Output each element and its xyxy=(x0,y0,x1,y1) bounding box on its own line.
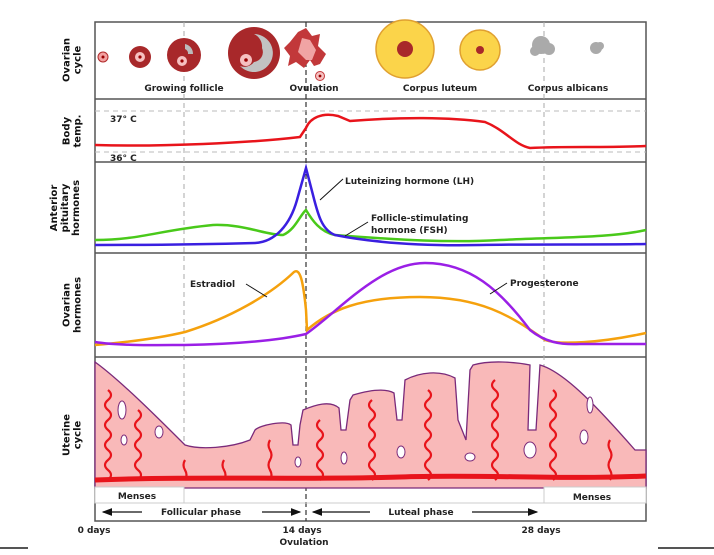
luteal-phase-label: Luteal phase xyxy=(388,508,453,518)
ovulation-icon xyxy=(284,28,326,81)
label-corpus-luteum: Corpus luteum xyxy=(403,84,477,94)
panel-label-uterine-cycle: Uterinecycle xyxy=(62,414,84,456)
spiral-artery xyxy=(315,419,325,481)
endometrium xyxy=(94,360,647,489)
label-line: temp. xyxy=(73,115,84,148)
label-line: cycle xyxy=(73,45,84,74)
spiral-artery xyxy=(490,379,500,481)
spiral-artery xyxy=(367,399,377,481)
label-line: Ovarian xyxy=(62,38,73,82)
spiral-arteries xyxy=(103,379,613,481)
ovulation-day-label: Ovulation xyxy=(279,538,328,548)
lh-leader-line xyxy=(319,178,344,201)
temperature-reference-lines xyxy=(95,110,646,153)
estradiol-label: Estradiol xyxy=(190,280,235,290)
growing-follicle-icons xyxy=(97,27,280,79)
follicular-phase-label: Follicular phase xyxy=(161,508,241,518)
label-line: cycle xyxy=(73,420,84,449)
label-growing-follicle: Growing follicle xyxy=(144,84,223,94)
label-line: Anterior xyxy=(49,185,60,232)
label-corpus-albicans: Corpus albicans xyxy=(528,84,608,94)
panel-label-body-temp: Bodytemp. xyxy=(62,115,84,148)
label-line: Body xyxy=(62,116,73,145)
corpus-luteum-icons xyxy=(375,19,501,79)
body-temperature-curve xyxy=(94,113,647,150)
day-0-label: 0 days xyxy=(78,526,111,536)
spiral-artery xyxy=(423,389,433,481)
panel-label-anterior-pituitary: Anteriorpituitaryhormones xyxy=(49,180,82,236)
estradiol-leader-line xyxy=(245,283,268,298)
gland-openings xyxy=(117,396,594,468)
day-14-label: 14 days xyxy=(282,526,321,536)
spiral-artery xyxy=(103,389,113,481)
fsh-label-line1: Follicle-stimulating xyxy=(371,214,468,224)
progesterone-leader-line xyxy=(489,282,508,295)
spiral-artery xyxy=(607,439,613,481)
temp-36-label: 36° C xyxy=(110,154,137,164)
label-line: hormones xyxy=(73,277,84,333)
fsh-leader-line xyxy=(344,221,369,237)
progesterone-curve xyxy=(94,261,646,347)
menses-label-left: Menses xyxy=(118,492,156,502)
lh-curve xyxy=(94,163,647,247)
panel-dividers xyxy=(95,98,646,358)
day-28-label: 28 days xyxy=(521,526,560,536)
basal-layer xyxy=(94,473,647,483)
label-line: pituitary xyxy=(60,183,71,232)
menses-label-right: Menses xyxy=(573,493,611,503)
temp-37-label: 37° C xyxy=(110,115,137,125)
spiral-artery xyxy=(548,389,558,481)
corpus-albicans-icons xyxy=(530,36,604,56)
progesterone-label: Progesterone xyxy=(510,279,579,289)
fsh-label-line2: hormone (FSH) xyxy=(371,226,448,236)
spiral-artery xyxy=(267,439,273,481)
label-ovulation: Ovulation xyxy=(289,84,338,94)
panel-label-ovarian-cycle: Ovariancycle xyxy=(62,38,84,82)
label-line: Uterine xyxy=(62,414,73,456)
label-line: Ovarian xyxy=(62,283,73,327)
fsh-curve xyxy=(94,208,647,243)
diagram-frame xyxy=(94,21,647,522)
lh-label: Luteinizing hormone (LH) xyxy=(345,177,474,187)
panel-label-ovarian-hormones: Ovarianhormones xyxy=(62,277,84,333)
spiral-artery xyxy=(133,409,143,481)
label-line: hormones xyxy=(71,180,82,236)
